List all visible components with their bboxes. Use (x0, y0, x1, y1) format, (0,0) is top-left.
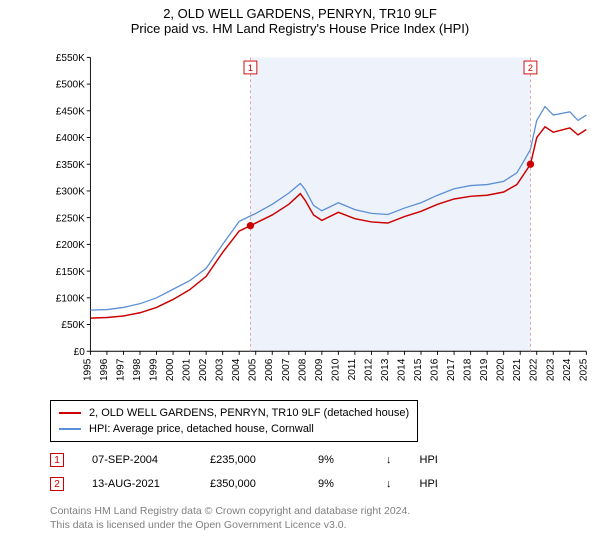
svg-text:£500K: £500K (56, 80, 85, 91)
svg-text:2003: 2003 (215, 358, 226, 381)
sale-pct: 9% (318, 478, 358, 490)
svg-text:2024: 2024 (562, 358, 573, 381)
svg-text:2002: 2002 (198, 358, 209, 381)
legend-item: 2, OLD WELL GARDENS, PENRYN, TR10 9LF (d… (59, 405, 409, 421)
line-chart: £0 £50K £100K £150K £200K £250K £300K £350K £400… (50, 44, 590, 394)
svg-text:2007: 2007 (281, 358, 292, 381)
svg-text:£550K: £550K (56, 53, 85, 64)
svg-text:2019: 2019 (479, 358, 490, 381)
footer-line: Contains HM Land Registry data © Crown c… (50, 504, 410, 518)
svg-text:2011: 2011 (347, 358, 358, 380)
down-arrow-icon: ↓ (386, 454, 392, 466)
svg-text:2004: 2004 (231, 358, 242, 381)
chart-container: 2, OLD WELL GARDENS, PENRYN, TR10 9LF Pr… (0, 0, 600, 560)
svg-text:2018: 2018 (463, 358, 474, 381)
svg-text:2008: 2008 (297, 358, 308, 381)
svg-text:2005: 2005 (248, 358, 259, 381)
svg-text:2009: 2009 (314, 358, 325, 381)
legend-label: HPI: Average price, detached house, Corn… (89, 421, 314, 437)
svg-text:2025: 2025 (578, 358, 589, 381)
svg-text:1995: 1995 (82, 358, 93, 381)
svg-text:2012: 2012 (363, 358, 374, 381)
legend-swatch (59, 428, 81, 430)
sale-date: 07-SEP-2004 (92, 454, 182, 466)
svg-text:£100K: £100K (56, 293, 85, 304)
svg-text:£400K: £400K (56, 133, 85, 144)
svg-text:£200K: £200K (56, 240, 85, 251)
down-arrow-icon: ↓ (386, 478, 392, 490)
svg-text:£250K: £250K (56, 213, 85, 224)
svg-text:1996: 1996 (99, 358, 110, 381)
title-block: 2, OLD WELL GARDENS, PENRYN, TR10 9LF Pr… (0, 0, 600, 36)
svg-text:2006: 2006 (264, 358, 275, 381)
sale-vs: HPI (420, 478, 438, 490)
svg-text:1999: 1999 (149, 358, 160, 381)
footer-line: This data is licensed under the Open Gov… (50, 518, 410, 532)
svg-text:£300K: £300K (56, 187, 85, 198)
svg-text:£50K: £50K (61, 320, 85, 331)
sale-pct: 9% (318, 454, 358, 466)
legend-item: HPI: Average price, detached house, Corn… (59, 421, 409, 437)
svg-text:2001: 2001 (182, 358, 193, 381)
legend-label: 2, OLD WELL GARDENS, PENRYN, TR10 9LF (d… (89, 405, 409, 421)
svg-text:2013: 2013 (380, 358, 391, 381)
svg-text:£350K: £350K (56, 160, 85, 171)
svg-text:£450K: £450K (56, 106, 85, 117)
svg-text:2017: 2017 (446, 358, 457, 381)
svg-text:2023: 2023 (545, 358, 556, 381)
sale-marker-icon: 2 (50, 477, 64, 491)
sale-price: £235,000 (210, 454, 290, 466)
legend-swatch (59, 412, 81, 414)
sale-vs: HPI (420, 454, 438, 466)
svg-text:2021: 2021 (512, 358, 523, 381)
svg-text:1997: 1997 (115, 358, 126, 381)
sale-price: £350,000 (210, 478, 290, 490)
footer-attribution: Contains HM Land Registry data © Crown c… (50, 504, 410, 532)
chart-area: £0 £50K £100K £150K £200K £250K £300K £350K £400… (50, 44, 590, 394)
svg-text:£0: £0 (74, 347, 86, 358)
sale-row: 2 13-AUG-2021 £350,000 9% ↓ HPI (50, 472, 438, 496)
svg-text:1998: 1998 (132, 358, 143, 381)
title-subtitle: Price paid vs. HM Land Registry's House … (0, 21, 600, 36)
svg-text:2014: 2014 (396, 358, 407, 381)
svg-text:2020: 2020 (496, 358, 507, 381)
svg-text:2010: 2010 (330, 358, 341, 381)
svg-text:2000: 2000 (165, 358, 176, 381)
sale-date: 13-AUG-2021 (92, 478, 182, 490)
svg-text:2016: 2016 (430, 358, 441, 381)
svg-text:1: 1 (248, 63, 253, 73)
svg-text:£150K: £150K (56, 267, 85, 278)
sales-table: 1 07-SEP-2004 £235,000 9% ↓ HPI 2 13-AUG… (50, 448, 438, 496)
sale-marker-icon: 1 (50, 453, 64, 467)
svg-text:2015: 2015 (413, 358, 424, 381)
title-address: 2, OLD WELL GARDENS, PENRYN, TR10 9LF (0, 6, 600, 21)
legend: 2, OLD WELL GARDENS, PENRYN, TR10 9LF (d… (50, 400, 418, 442)
sale-row: 1 07-SEP-2004 £235,000 9% ↓ HPI (50, 448, 438, 472)
svg-text:2: 2 (528, 63, 533, 73)
svg-text:2022: 2022 (529, 358, 540, 381)
